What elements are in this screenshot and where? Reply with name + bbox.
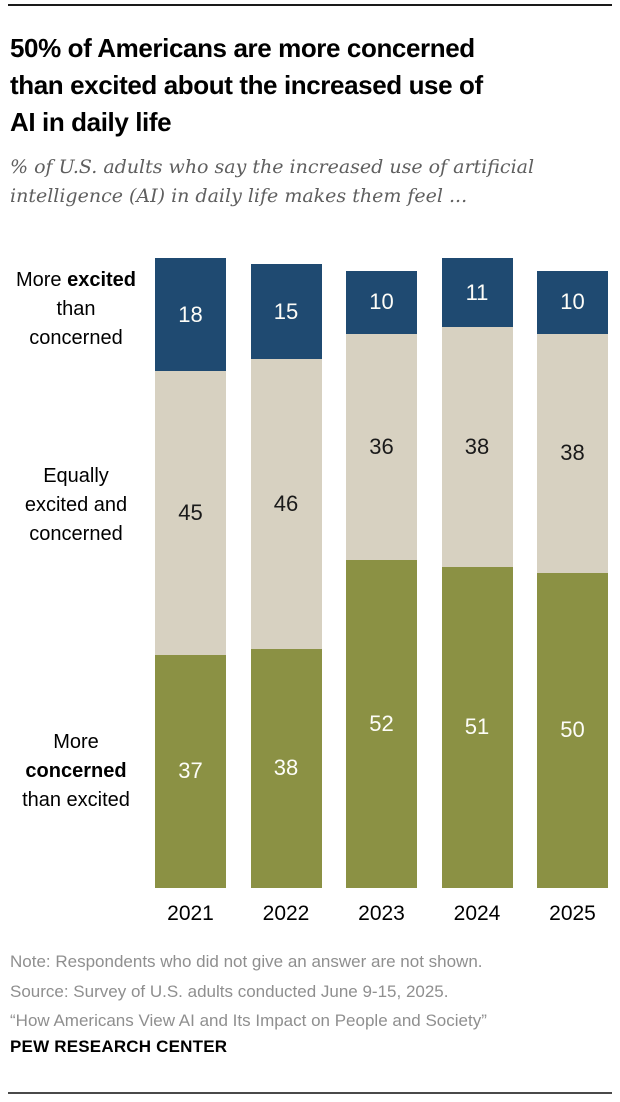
top-rule — [8, 4, 612, 6]
segment-value: 37 — [178, 758, 203, 784]
bar-2025: 10 38 50 — [537, 270, 608, 888]
segment-more-excited-2022: 15 — [250, 264, 322, 359]
x-axis-label-2025: 2025 — [549, 902, 596, 925]
segment-value: 38 — [273, 755, 299, 781]
segment-value: 51 — [464, 714, 490, 740]
segment-equally-2021: 45 — [155, 371, 226, 655]
pew-research-center-wordmark: PEW RESEARCH CENTER — [10, 1037, 228, 1056]
segment-more-excited-2023: 10 — [346, 270, 417, 334]
segment-more-excited-2025: 10 — [537, 270, 608, 334]
segment-value: 38 — [560, 440, 585, 466]
segment-value: 15 — [273, 298, 299, 324]
segment-more-excited-2024: 11 — [441, 258, 513, 328]
segment-value: 18 — [178, 301, 203, 327]
segment-value: 11 — [465, 279, 489, 305]
segment-more-excited-2021: 18 — [155, 258, 226, 372]
x-axis-label-2024: 2024 — [453, 902, 501, 925]
segment-value: 45 — [178, 500, 203, 526]
segment-more-concerned-2024: 51 — [441, 566, 513, 888]
segment-equally-2022: 46 — [250, 358, 322, 649]
segment-value: 36 — [369, 433, 394, 459]
segment-value: 52 — [369, 711, 394, 737]
stacked-bar-chart: 18 45 37 2021 15 46 38 2022 10 36 52 2023 11 38 51 2024… — [0, 250, 620, 940]
series-label-equally: Equally excited and concerned — [24, 465, 128, 545]
chart-title: 50% of Americans are more concerned than … — [10, 33, 483, 137]
chart-footnotes: Note: Respondents who did not give an an… — [10, 947, 615, 1036]
segment-value: 10 — [369, 289, 394, 315]
segment-value: 38 — [464, 433, 490, 459]
source-line: Source: Survey of U.S. adults conducted … — [10, 981, 449, 1001]
bar-2022: 15 46 38 — [250, 264, 322, 888]
bar-2023: 10 36 52 — [346, 270, 417, 888]
segment-equally-2023: 36 — [346, 333, 417, 561]
bar-2021: 18 45 37 — [155, 258, 226, 888]
report-title-line: “How Americans View AI and Its Impact on… — [10, 1011, 487, 1030]
segment-more-concerned-2023: 52 — [346, 560, 417, 888]
bottom-rule — [8, 1092, 612, 1094]
segment-more-concerned-2025: 50 — [537, 572, 608, 888]
segment-equally-2025: 38 — [537, 333, 608, 573]
segment-value: 10 — [560, 289, 585, 315]
x-axis-label-2021: 2021 — [167, 902, 214, 925]
series-label-more-concerned: More concerned than excited — [22, 731, 130, 811]
bar-2024: 11 38 51 — [441, 258, 513, 888]
segment-more-concerned-2022: 38 — [250, 648, 322, 888]
series-label-more-excited: More excited than concerned — [15, 269, 137, 349]
segment-more-concerned-2021: 37 — [155, 654, 226, 888]
x-axis-label-2022: 2022 — [262, 902, 310, 925]
segment-value: 50 — [560, 717, 585, 743]
note-line: Note: Respondents who did not give an an… — [10, 952, 483, 971]
segment-equally-2024: 38 — [441, 327, 513, 567]
x-axis-label-2023: 2023 — [358, 902, 405, 925]
chart-subtitle: % of U.S. adults who say the increased u… — [10, 156, 535, 207]
segment-value: 46 — [273, 490, 299, 516]
